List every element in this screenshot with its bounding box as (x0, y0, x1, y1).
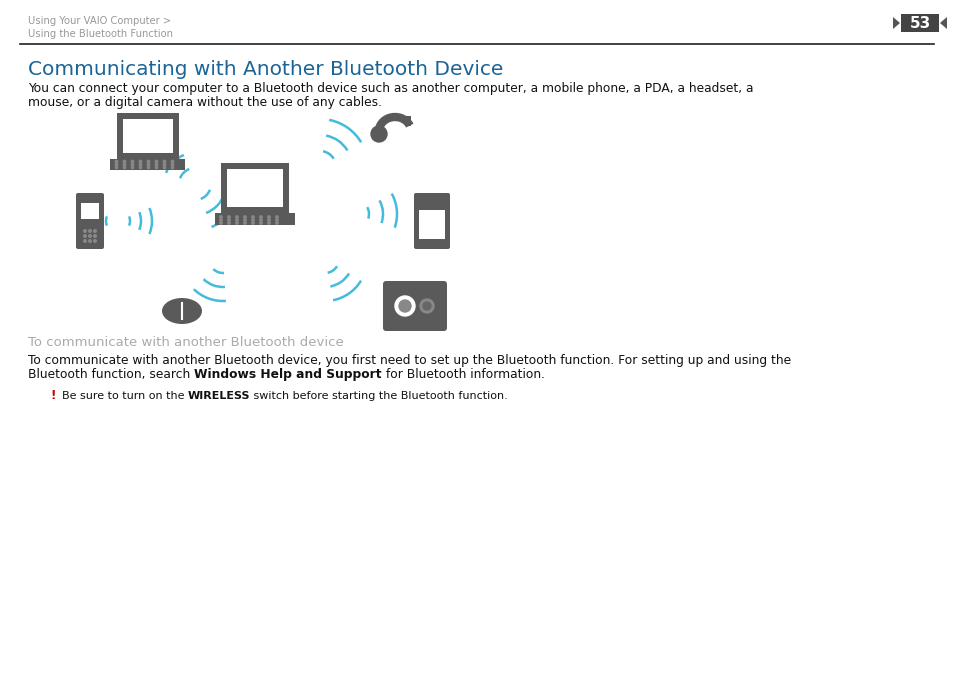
Circle shape (398, 300, 411, 312)
Bar (117, 113, 179, 158)
Circle shape (139, 166, 142, 168)
Text: switch before starting the Bluetooth function.: switch before starting the Bluetooth fun… (251, 391, 508, 401)
Circle shape (244, 222, 246, 224)
Circle shape (259, 222, 262, 224)
Circle shape (147, 163, 150, 166)
Circle shape (395, 296, 415, 316)
Circle shape (219, 216, 222, 218)
Circle shape (259, 216, 262, 218)
Text: for Bluetooth information.: for Bluetooth information. (381, 368, 544, 381)
Circle shape (244, 219, 246, 221)
Circle shape (132, 160, 133, 162)
Circle shape (275, 216, 278, 218)
Circle shape (163, 166, 166, 168)
Text: Be sure to turn on the: Be sure to turn on the (62, 391, 188, 401)
Circle shape (84, 240, 86, 242)
Text: Using Your VAIO Computer >: Using Your VAIO Computer > (28, 16, 171, 26)
Text: To communicate with another Bluetooth device: To communicate with another Bluetooth de… (28, 336, 343, 349)
Text: Using the Bluetooth Function: Using the Bluetooth Function (28, 29, 172, 39)
Text: Bluetooth function, search: Bluetooth function, search (28, 368, 193, 381)
Circle shape (163, 163, 166, 166)
Circle shape (89, 240, 91, 242)
Circle shape (93, 235, 96, 237)
Text: You can connect your computer to a Bluetooth device such as another computer, a : You can connect your computer to a Bluet… (28, 82, 753, 95)
Circle shape (268, 222, 270, 224)
Circle shape (147, 166, 150, 168)
Circle shape (172, 166, 173, 168)
Circle shape (219, 222, 222, 224)
Bar (221, 163, 289, 213)
Bar (123, 119, 172, 152)
Circle shape (115, 166, 117, 168)
Text: !: ! (50, 389, 55, 402)
Circle shape (139, 163, 142, 166)
Circle shape (419, 299, 434, 313)
Bar (111, 158, 185, 169)
Bar (405, 116, 411, 126)
Circle shape (147, 160, 150, 162)
Circle shape (259, 219, 262, 221)
FancyBboxPatch shape (900, 14, 938, 32)
Circle shape (252, 222, 253, 224)
Text: 53: 53 (908, 16, 929, 30)
FancyBboxPatch shape (382, 281, 447, 331)
Circle shape (172, 163, 173, 166)
Text: WIRELESS: WIRELESS (188, 391, 251, 401)
Circle shape (123, 163, 126, 166)
Circle shape (132, 166, 133, 168)
Circle shape (139, 160, 142, 162)
Circle shape (115, 163, 117, 166)
Circle shape (275, 222, 278, 224)
Circle shape (252, 219, 253, 221)
Circle shape (163, 160, 166, 162)
Bar (418, 210, 444, 239)
Circle shape (155, 166, 157, 168)
Circle shape (268, 219, 270, 221)
Circle shape (228, 219, 230, 221)
Polygon shape (939, 17, 946, 29)
Circle shape (235, 216, 238, 218)
Circle shape (219, 219, 222, 221)
Circle shape (422, 302, 431, 310)
Text: mouse, or a digital camera without the use of any cables.: mouse, or a digital camera without the u… (28, 96, 381, 109)
Text: To communicate with another Bluetooth device, you first need to set up the Bluet: To communicate with another Bluetooth de… (28, 354, 790, 367)
Circle shape (84, 235, 86, 237)
Circle shape (275, 219, 278, 221)
Circle shape (155, 163, 157, 166)
Circle shape (93, 230, 96, 233)
Circle shape (84, 230, 86, 233)
Circle shape (228, 216, 230, 218)
Circle shape (123, 166, 126, 168)
FancyBboxPatch shape (414, 193, 450, 249)
Polygon shape (892, 17, 899, 29)
Bar (214, 213, 294, 225)
Circle shape (123, 160, 126, 162)
Circle shape (155, 160, 157, 162)
Circle shape (235, 219, 238, 221)
Circle shape (371, 126, 387, 142)
Ellipse shape (162, 298, 202, 324)
Circle shape (235, 222, 238, 224)
Circle shape (252, 216, 253, 218)
Text: Communicating with Another Bluetooth Device: Communicating with Another Bluetooth Dev… (28, 60, 503, 79)
Bar (81, 203, 99, 219)
Circle shape (89, 235, 91, 237)
Circle shape (89, 230, 91, 233)
Text: Windows Help and Support: Windows Help and Support (193, 368, 381, 381)
Bar (227, 169, 283, 207)
Circle shape (268, 216, 270, 218)
Circle shape (115, 160, 117, 162)
Circle shape (132, 163, 133, 166)
Circle shape (93, 240, 96, 242)
FancyBboxPatch shape (76, 193, 104, 249)
Circle shape (172, 160, 173, 162)
Circle shape (244, 216, 246, 218)
Circle shape (228, 222, 230, 224)
